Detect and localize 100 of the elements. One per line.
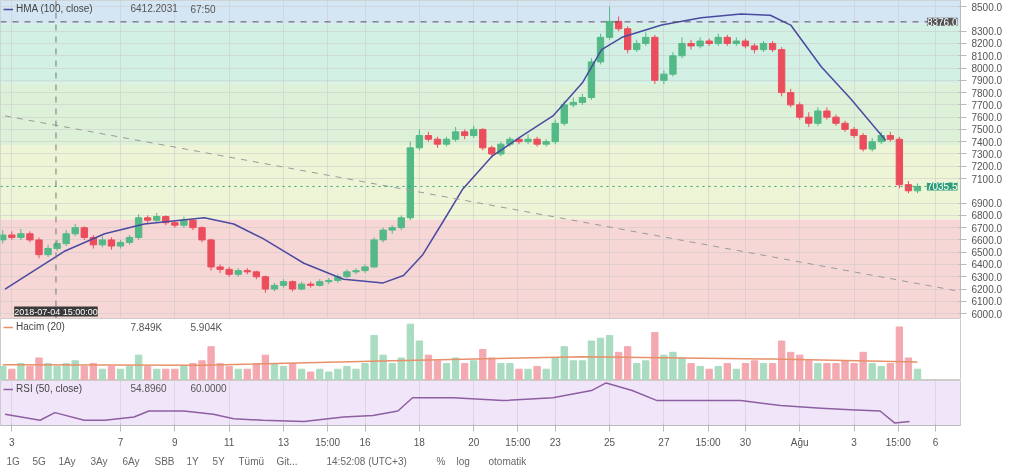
annotation: 5.904K [190,321,223,333]
ref-line-label: 8376.0 [926,16,958,28]
y-tick-label: 6800.0 [971,210,1003,222]
y-tick-label: 7400.0 [971,136,1003,148]
bar [307,371,315,380]
candlestick [605,6,614,41]
bar [261,354,270,380]
bar [886,363,894,380]
bar [714,365,722,380]
bar [696,365,704,380]
bar [451,357,460,380]
annotation: 60.0000 [190,382,228,394]
bar [587,340,596,380]
bar [687,363,695,380]
text: 6Ay [122,456,140,467]
x-tick-label: 11 [223,436,235,448]
text: 5Y [212,456,226,467]
bar [895,326,904,380]
text: otomatik [488,456,528,467]
x-tick-label: 27 [658,436,670,448]
y-tick-label: 7500.0 [971,124,1003,136]
bar [515,368,523,380]
x-tick-label: 18 [413,436,426,448]
y-tick-label: 7800.0 [971,87,1003,99]
legend-label: HMA (100, close) [16,3,93,14]
bar [904,357,913,380]
bar [234,368,242,380]
bar [415,340,424,380]
bar [470,360,478,380]
text: % [436,456,446,467]
bar [144,365,152,380]
bar [750,360,759,380]
bar [777,340,786,380]
bar [913,368,922,380]
bar [80,365,88,380]
x-tick-label: 9 [172,436,179,448]
bar [288,363,297,380]
bar [279,365,288,380]
text: log [456,456,470,467]
candlestick [814,106,822,127]
annotation: 67:50 [190,3,216,15]
candlestick [560,100,568,127]
bar [723,363,731,380]
bar [814,363,822,380]
legend-label: RSI (50, close) [16,383,83,394]
candlestick [415,128,424,151]
bar [759,363,768,380]
x-tick-label: 23 [549,436,562,448]
bar [524,368,532,380]
text: 1G [6,456,21,467]
bar [424,354,433,380]
x-tick-label: Ağu [790,436,809,448]
x-tick-label: 30 [739,436,752,448]
ref-line-label: 7035.5 [926,181,958,193]
candlestick [624,25,632,54]
y-tick-label: 6200.0 [971,284,1003,296]
y-tick-label: 6500.0 [971,247,1003,259]
bar [8,368,16,380]
bar [134,354,143,380]
bar [596,337,605,380]
text: Git... [276,456,298,467]
x-tick-label: 3 [851,436,858,448]
y-tick-label: 7900.0 [971,75,1003,87]
x-tick-label: 7 [117,436,124,448]
bar [768,363,777,380]
candlestick [35,236,43,259]
y-tick-label: 7100.0 [971,173,1003,185]
y-tick-label: 6400.0 [971,259,1003,271]
annotation: 6412.2031 [130,2,179,14]
bar [442,363,451,380]
bar [180,365,188,380]
candlestick [524,133,532,145]
x-tick-label: 16 [359,436,372,448]
y-tick-label: 8200.0 [971,38,1003,50]
bar [651,332,659,380]
y-tick-label: 7200.0 [971,161,1003,173]
y-tick-label: 8000.0 [971,63,1003,75]
y-tick-label: 7700.0 [971,99,1003,111]
bar [98,368,107,380]
text: 1Y [186,456,200,467]
y-tick-label: 6000.0 [971,308,1003,320]
bar [460,363,469,380]
y-tick-label: 7300.0 [971,148,1003,160]
bar [270,363,279,380]
annotation: 54.8960 [130,382,168,394]
text: 14:52:08 (UTC+3) [326,456,407,467]
y-tick-label: 6900.0 [971,198,1003,210]
bar [116,368,125,380]
x-tick-label: 15:00 [885,436,912,448]
y-tick-label: 6600.0 [971,234,1003,246]
y-tick-label: 6700.0 [971,222,1003,234]
bar [297,368,306,380]
y-tick-label: 6100.0 [971,296,1003,308]
bar [533,365,541,380]
bar [741,363,750,380]
text: SBB [154,456,175,467]
bar [624,346,632,380]
y-tick-label: 6300.0 [971,271,1003,283]
annotation: 7.849K [130,321,163,333]
bar [614,351,623,380]
